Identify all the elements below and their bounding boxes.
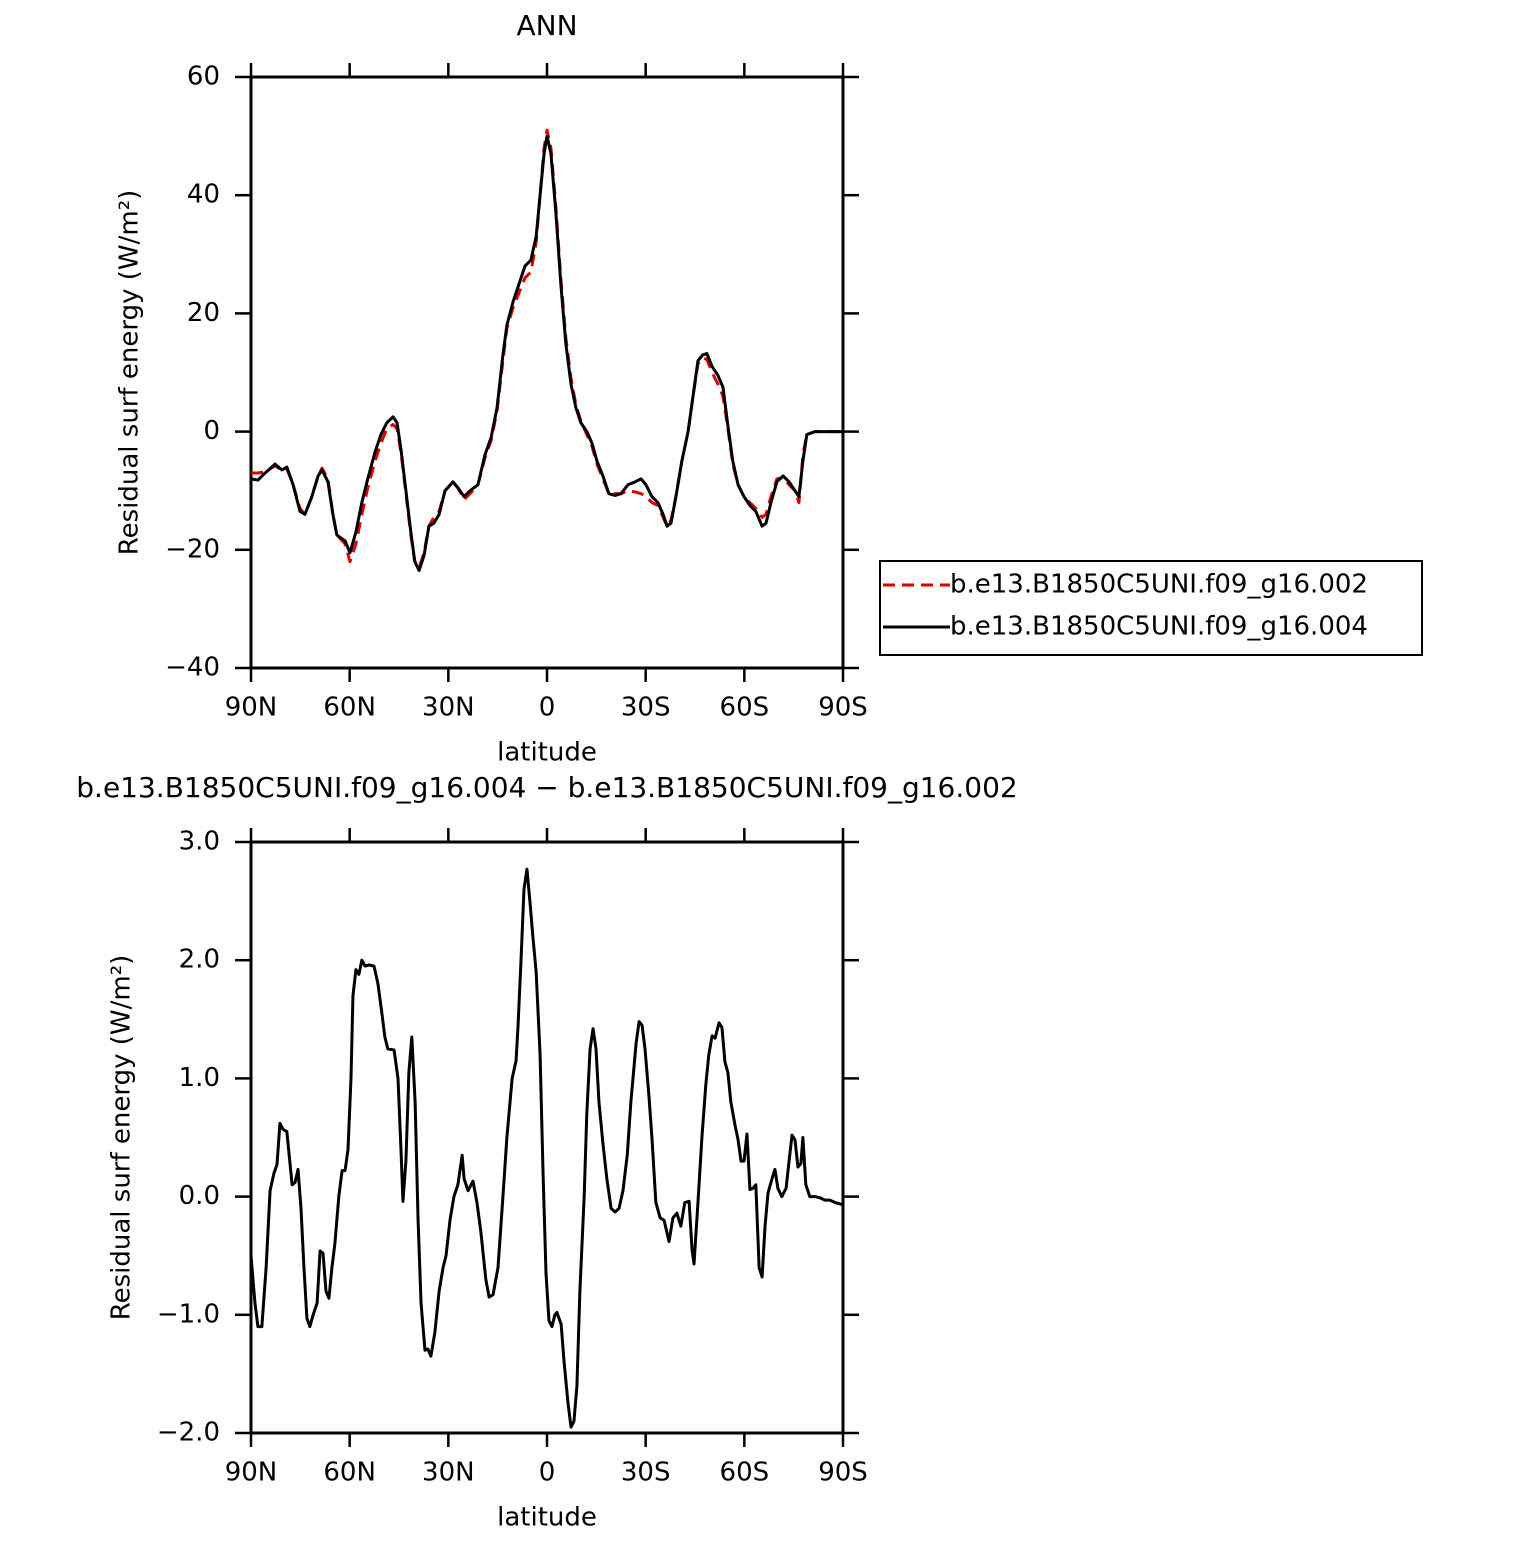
y-tick-label: −20 xyxy=(165,534,220,564)
x-axis-label: latitude xyxy=(497,738,597,768)
x-axis-label: latitude xyxy=(497,1503,597,1533)
y-tick-label: 20 xyxy=(187,298,220,328)
y-tick-label: 3.0 xyxy=(179,827,220,857)
data-line xyxy=(251,128,843,570)
legend-label: b.e13.B1850C5UNI.f09_g16.004 xyxy=(950,612,1368,642)
x-tick-label: 60N xyxy=(323,693,376,723)
x-tick-label: 30N xyxy=(422,1458,475,1488)
y-tick-label: −1.0 xyxy=(157,1299,220,1329)
x-tick-label: 30S xyxy=(621,1458,671,1488)
data-line xyxy=(249,867,844,1429)
legend-box xyxy=(879,560,1423,656)
y-axis-label: Residual surf energy (W/m²) xyxy=(115,190,145,556)
x-tick-label: 0 xyxy=(539,1458,556,1488)
data-line xyxy=(250,134,843,572)
x-tick-label: 60S xyxy=(720,1458,770,1488)
x-tick-label: 30N xyxy=(422,693,475,723)
x-tick-label: 0 xyxy=(539,693,556,723)
x-tick-label: 30S xyxy=(621,693,671,723)
plot-frame xyxy=(249,840,845,1435)
x-tick-label: 60S xyxy=(720,693,770,723)
legend-label: b.e13.B1850C5UNI.f09_g16.002 xyxy=(950,570,1368,600)
x-tick-label: 90S xyxy=(818,1458,868,1488)
y-axis-label: Residual surf energy (W/m²) xyxy=(107,955,137,1321)
y-tick-label: −40 xyxy=(165,653,220,683)
x-tick-label: 90N xyxy=(225,693,278,723)
chart-title: b.e13.B1850C5UNI.f09_g16.004 − b.e13.B18… xyxy=(76,771,1017,804)
chart-title: ANN xyxy=(516,9,577,42)
x-tick-label: 90N xyxy=(225,1458,278,1488)
x-tick-label: 60N xyxy=(323,1458,376,1488)
y-tick-label: 2.0 xyxy=(179,945,220,975)
plot-frame xyxy=(249,75,845,670)
x-tick-label: 90S xyxy=(818,693,868,723)
y-tick-label: 60 xyxy=(187,62,220,92)
y-tick-label: 0 xyxy=(203,416,220,446)
y-tick-label: 0.0 xyxy=(179,1181,220,1211)
y-tick-label: 1.0 xyxy=(179,1063,220,1093)
y-tick-label: 40 xyxy=(187,180,220,210)
y-tick-label: −2.0 xyxy=(157,1418,220,1448)
